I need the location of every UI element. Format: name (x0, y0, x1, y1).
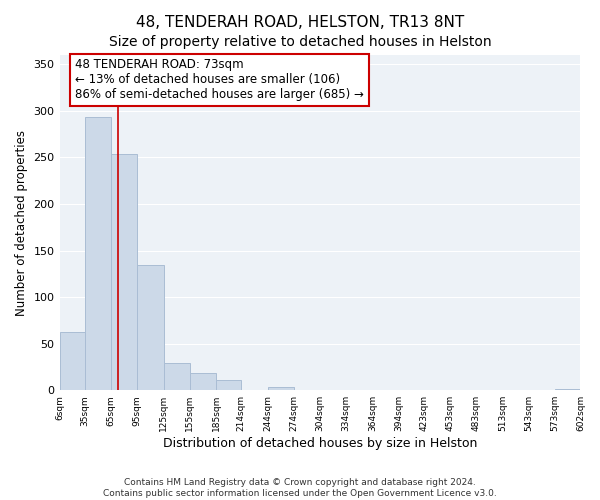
Bar (190, 374, 216, 390)
Text: Contains HM Land Registry data © Crown copyright and database right 2024.
Contai: Contains HM Land Registry data © Crown c… (103, 478, 497, 498)
Bar (164, 363, 190, 390)
Bar (216, 380, 241, 390)
Bar (59, 332, 85, 390)
Bar (85, 118, 111, 390)
Bar (111, 154, 137, 390)
X-axis label: Distribution of detached houses by size in Helston: Distribution of detached houses by size … (163, 437, 477, 450)
Text: Size of property relative to detached houses in Helston: Size of property relative to detached ho… (109, 35, 491, 49)
Bar (137, 266, 164, 390)
Y-axis label: Number of detached properties: Number of detached properties (15, 130, 28, 316)
Text: 48 TENDERAH ROAD: 73sqm
← 13% of detached houses are smaller (106)
86% of semi-d: 48 TENDERAH ROAD: 73sqm ← 13% of detache… (75, 58, 364, 102)
Text: 48, TENDERAH ROAD, HELSTON, TR13 8NT: 48, TENDERAH ROAD, HELSTON, TR13 8NT (136, 15, 464, 30)
Bar (268, 388, 294, 390)
